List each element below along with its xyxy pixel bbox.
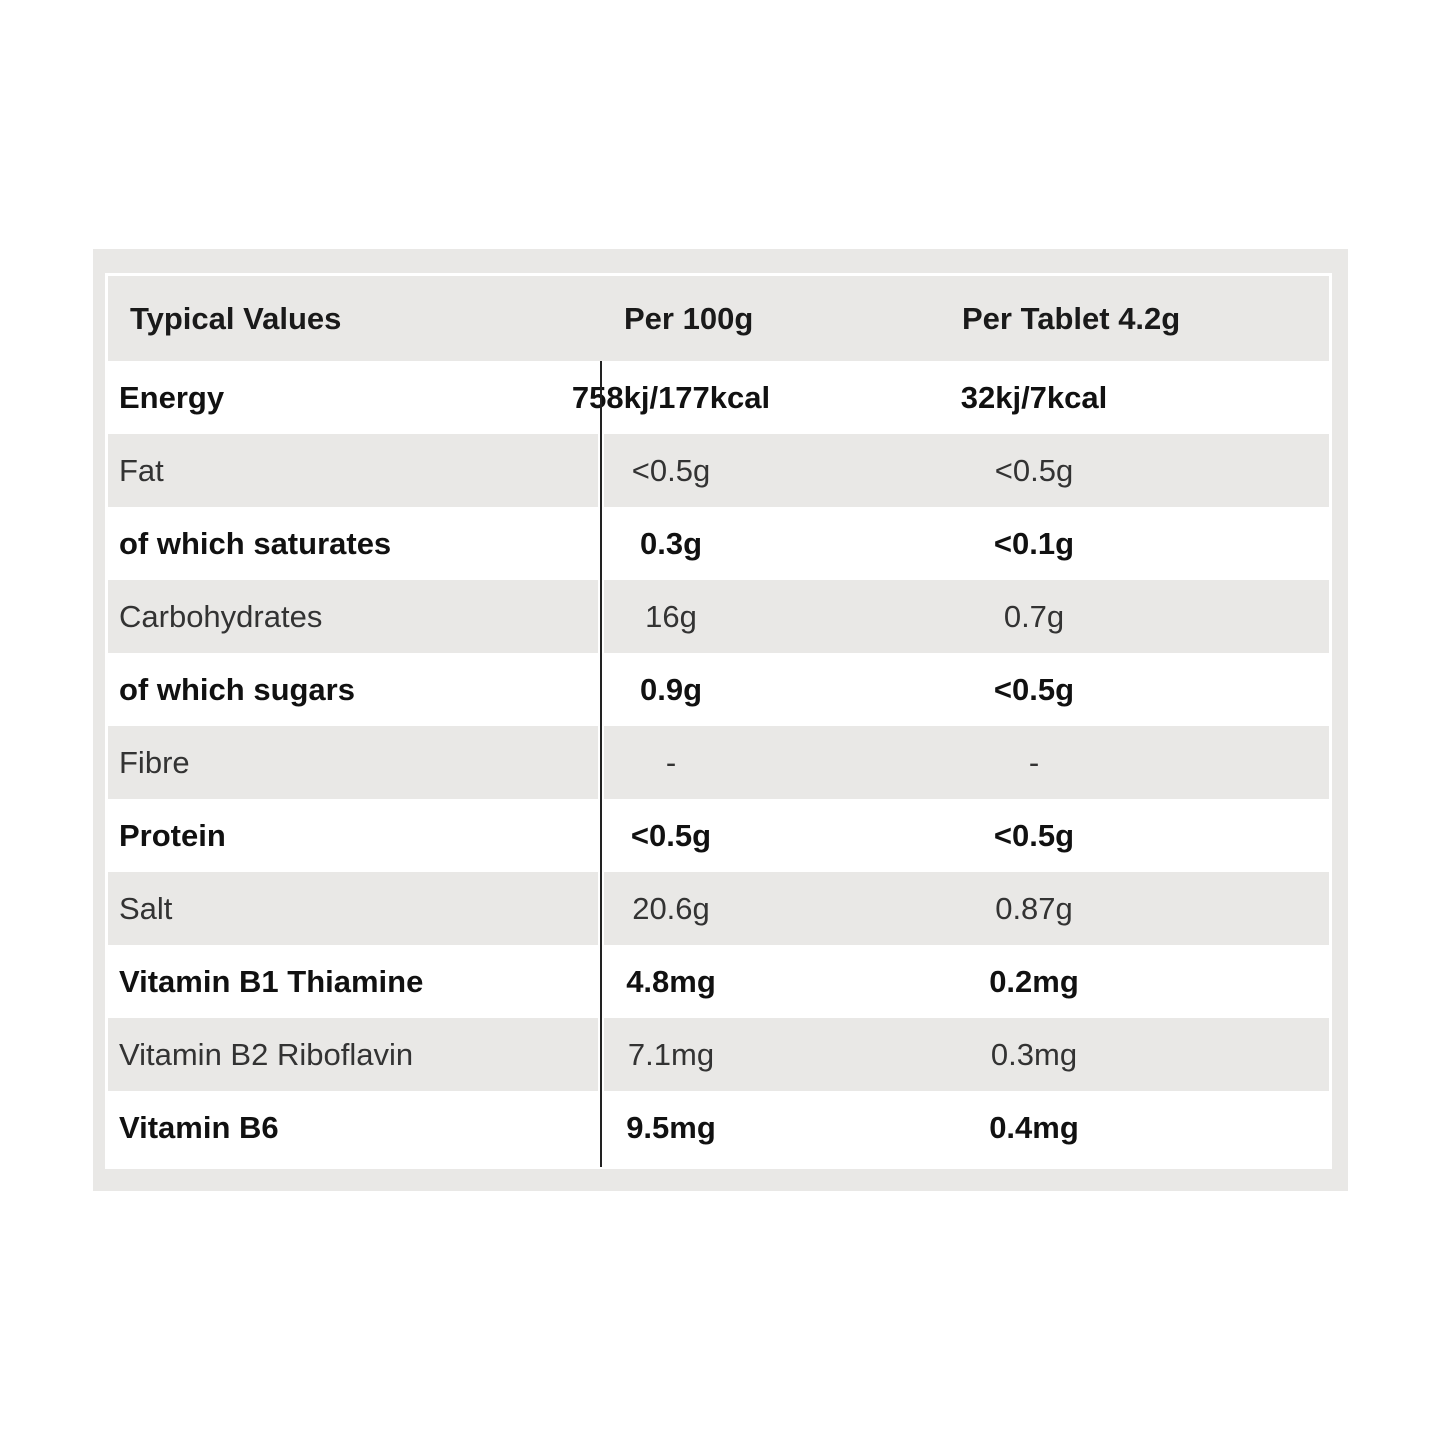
nutrient-name: Carbohydrates (119, 599, 323, 634)
table-row: of which saturates 0.3g <0.1g (108, 507, 1329, 580)
value-per-tablet: <0.5g (994, 453, 1074, 488)
value-per-tablet: <0.5g (993, 672, 1075, 707)
header-per-100g: Per 100g (624, 301, 754, 336)
value-per-tablet: 0.87g (995, 891, 1073, 926)
nutrient-name: Fibre (119, 745, 190, 780)
value-per-100g: 20.6g (632, 891, 710, 926)
value-per-100g: <0.5g (630, 818, 712, 853)
nutrient-name: Vitamin B1 Thiamine (119, 964, 424, 999)
value-per-100g: - (665, 745, 677, 780)
row-value-cell (604, 726, 1329, 799)
row-label-cell (108, 1018, 598, 1091)
nutrient-name: of which saturates (119, 526, 392, 561)
row-label-cell (108, 580, 598, 653)
row-label-cell (108, 434, 598, 507)
table-row: of which sugars 0.9g <0.5g (108, 653, 1329, 726)
row-value-cell (604, 1018, 1329, 1091)
value-per-tablet: 32kj/7kcal (960, 380, 1108, 415)
value-per-100g: 16g (645, 599, 697, 634)
column-divider (600, 361, 602, 1167)
value-per-100g: 0.3g (639, 526, 703, 561)
header-typical-values: Typical Values (130, 301, 342, 336)
value-per-100g: 7.1mg (627, 1037, 715, 1072)
table-row: Vitamin B2 Riboflavin 7.1mg 0.3mg (108, 1018, 1329, 1091)
value-per-tablet: - (1028, 745, 1040, 780)
table-row: Salt 20.6g 0.87g (108, 872, 1329, 945)
value-per-100g: 4.8mg (626, 964, 716, 999)
table-row: Fibre - - (108, 726, 1329, 799)
value-per-tablet: 0.4mg (989, 1110, 1079, 1145)
nutrient-name: Protein (119, 818, 226, 853)
value-per-tablet: 0.3mg (990, 1037, 1078, 1072)
nutrient-name: Vitamin B6 (119, 1110, 279, 1145)
row-label-cell (108, 872, 598, 945)
value-per-tablet: <0.5g (993, 818, 1075, 853)
table-header: Typical Values Per 100g Per Tablet 4.2g (108, 276, 1329, 361)
table-row: Carbohydrates 16g 0.7g (108, 580, 1329, 653)
row-value-cell (604, 434, 1329, 507)
value-per-100g: 0.9g (639, 672, 703, 707)
row-label-cell (108, 726, 598, 799)
value-per-tablet: 0.2mg (989, 964, 1079, 999)
table-row: Protein <0.5g <0.5g (108, 799, 1329, 872)
value-per-tablet: <0.1g (993, 526, 1075, 561)
value-per-100g: <0.5g (631, 453, 711, 488)
nutrient-name: Energy (119, 380, 225, 415)
table-row: Fat <0.5g <0.5g (108, 434, 1329, 507)
nutrient-name: Vitamin B2 Riboflavin (119, 1037, 414, 1072)
nutrient-name: of which sugars (119, 672, 355, 707)
table-row: Vitamin B6 9.5mg 0.4mg (108, 1091, 1329, 1164)
header-per-tablet: Per Tablet 4.2g (962, 301, 1181, 336)
row-value-cell (604, 580, 1329, 653)
value-per-100g: 758kj/177kcal (571, 380, 771, 415)
row-value-cell (604, 872, 1329, 945)
value-per-100g: 9.5mg (626, 1110, 716, 1145)
table-row: Energy 758kj/177kcal 32kj/7kcal (108, 361, 1329, 434)
table-row: Vitamin B1 Thiamine 4.8mg 0.2mg (108, 945, 1329, 1018)
value-per-tablet: 0.7g (1003, 599, 1065, 634)
nutrient-name: Fat (119, 453, 164, 488)
nutrient-name: Salt (119, 891, 173, 926)
